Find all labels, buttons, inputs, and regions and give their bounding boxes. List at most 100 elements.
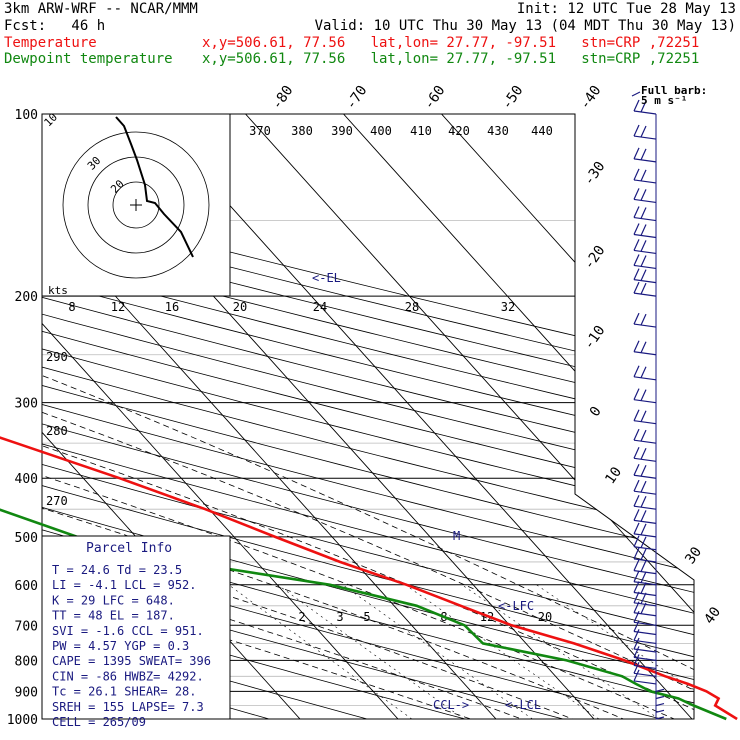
wind-barb-flag: [640, 224, 647, 236]
wind-barb-staff: [633, 533, 657, 538]
wind-barb-flag: [640, 255, 647, 267]
isotherm-label: -10: [581, 323, 609, 353]
dewpoint-location: x,y=506.61, 77.56 lat,lon= 27.77, -97.51…: [202, 51, 700, 67]
wind-barb-flag: [640, 480, 647, 493]
wind-barb-staff: [633, 198, 657, 204]
lcl-marker: <-LCL: [505, 698, 541, 712]
wind-barb: [633, 669, 657, 685]
parcel-info-row: K = 29 LFC = 648.: [52, 593, 175, 607]
wind-barb-staff: [633, 439, 657, 444]
isotherm-label: 0: [587, 404, 605, 420]
dry-adiabat: [42, 114, 694, 719]
wind-barb: [633, 409, 657, 425]
wind-barb-flag: [633, 463, 640, 476]
wind-barb-flag: [640, 571, 647, 584]
wind-barb-flag: [633, 654, 640, 666]
speed-scale-label: 24: [313, 300, 327, 314]
isotherm-line: [343, 114, 694, 719]
wind-barb-staff: [655, 716, 665, 720]
wind-barb-staff: [633, 546, 657, 551]
dry-adiabat: [42, 114, 694, 719]
wind-barb-flag: [633, 281, 640, 294]
wind-barb-flag: [633, 147, 640, 160]
wind-barb-staff: [633, 664, 657, 670]
wind-barb-flag: [633, 669, 640, 682]
wind-barb-staff: [655, 688, 665, 692]
pressure-tick-label: 700: [15, 619, 38, 634]
wind-barb-staff: [633, 457, 657, 462]
wind-barb: [633, 223, 657, 239]
wind-barb: [655, 688, 665, 692]
mixing-ratio-line: [405, 584, 600, 719]
isotherm-label: -40: [577, 83, 605, 113]
wind-barb: [633, 581, 657, 597]
valid-time: Valid: 10 UTC Thu 30 May 13 (04 MDT Thu …: [314, 18, 736, 34]
wind-barb-staff: [633, 351, 657, 356]
wind-barb-flag: [633, 547, 640, 560]
wind-barb-flag: [633, 581, 640, 593]
wind-barb-staff: [633, 179, 657, 184]
left-theta-label: 270: [46, 494, 68, 508]
dry-adiabat: [42, 114, 694, 719]
mixing-ratio-label: 2: [298, 610, 305, 624]
speed-scale-label: 20: [233, 300, 247, 314]
wind-barb-flag: [633, 662, 640, 674]
dry-adiabat: [42, 114, 514, 719]
dry-adiabat: [42, 114, 415, 719]
isotherm-label: -20: [581, 243, 609, 273]
wind-barb-flag: [633, 206, 640, 218]
isotherm-label: 10: [602, 464, 625, 487]
wind-barb-flag: [640, 189, 647, 201]
wind-barb-staff: [633, 158, 657, 163]
wind-barb-flag: [633, 188, 640, 200]
wind-barb-flag: [633, 535, 640, 547]
wind-barb: [633, 239, 657, 255]
mixing-ratio-label: 20: [538, 610, 552, 624]
wind-barb-staff: [633, 519, 657, 524]
theta-label: 400: [370, 124, 392, 138]
wind-barb-staff: [633, 505, 657, 510]
wind-barb-flag: [640, 282, 647, 295]
wind-barb-flag: [640, 592, 647, 605]
wind-barb-flag: [640, 341, 647, 354]
moist-adiabat: [42, 295, 694, 719]
moist-adiabat: [42, 295, 655, 719]
wind-barb-flag: [640, 448, 647, 460]
dewpoint-label: Dewpoint temperature: [4, 51, 173, 67]
theta-label: 420: [448, 124, 470, 138]
wind-barb-flag: [640, 560, 647, 572]
wind-barb-staff: [633, 648, 657, 653]
pressure-tick-label: 500: [15, 531, 38, 546]
wind-barb: [633, 535, 657, 551]
wind-barb: [633, 168, 657, 184]
parcel-info-box: [41, 535, 231, 720]
wind-barb-flag: [640, 410, 647, 422]
wind-barb: [633, 662, 657, 677]
wind-barb-flag: [633, 570, 640, 583]
wind-barb: [633, 268, 657, 284]
left-theta-label: 290: [46, 350, 68, 364]
parcel-info-row: PW = 4.57 YGP = 0.3: [52, 639, 189, 653]
wind-barb: [633, 312, 657, 328]
wind-barb: [633, 447, 657, 462]
theta-label: 380: [291, 124, 313, 138]
isotherm-label: -60: [421, 83, 449, 113]
wind-barb: [633, 463, 657, 479]
wind-barb-flag: [633, 312, 640, 325]
wind-barb-flag: [633, 559, 640, 571]
wind-barb-staff: [633, 581, 657, 586]
parcel-info-row: Tc = 26.1 SHEAR= 28.: [52, 685, 197, 699]
hodograph-ring: [112, 181, 160, 229]
forecast-hour: Fcst: 46 h: [4, 18, 106, 34]
wind-barb-flag: [640, 240, 647, 252]
wind-barb-staff: [633, 558, 657, 563]
wind-barb: [655, 709, 665, 713]
wind-barb-flag: [633, 629, 640, 641]
parcel-info-row: SVI = -1.6 CCL = 951.: [52, 624, 204, 638]
temperature-location: x,y=506.61, 77.56 lat,lon= 27.77, -97.51…: [202, 35, 700, 51]
wind-barb: [655, 702, 665, 707]
temperature-label: Temperature: [4, 35, 97, 51]
parcel-info-row: CELL = 265/09: [52, 715, 146, 729]
speed-scale-label: 8: [68, 300, 75, 314]
mixing-ratio-line: [536, 584, 694, 719]
